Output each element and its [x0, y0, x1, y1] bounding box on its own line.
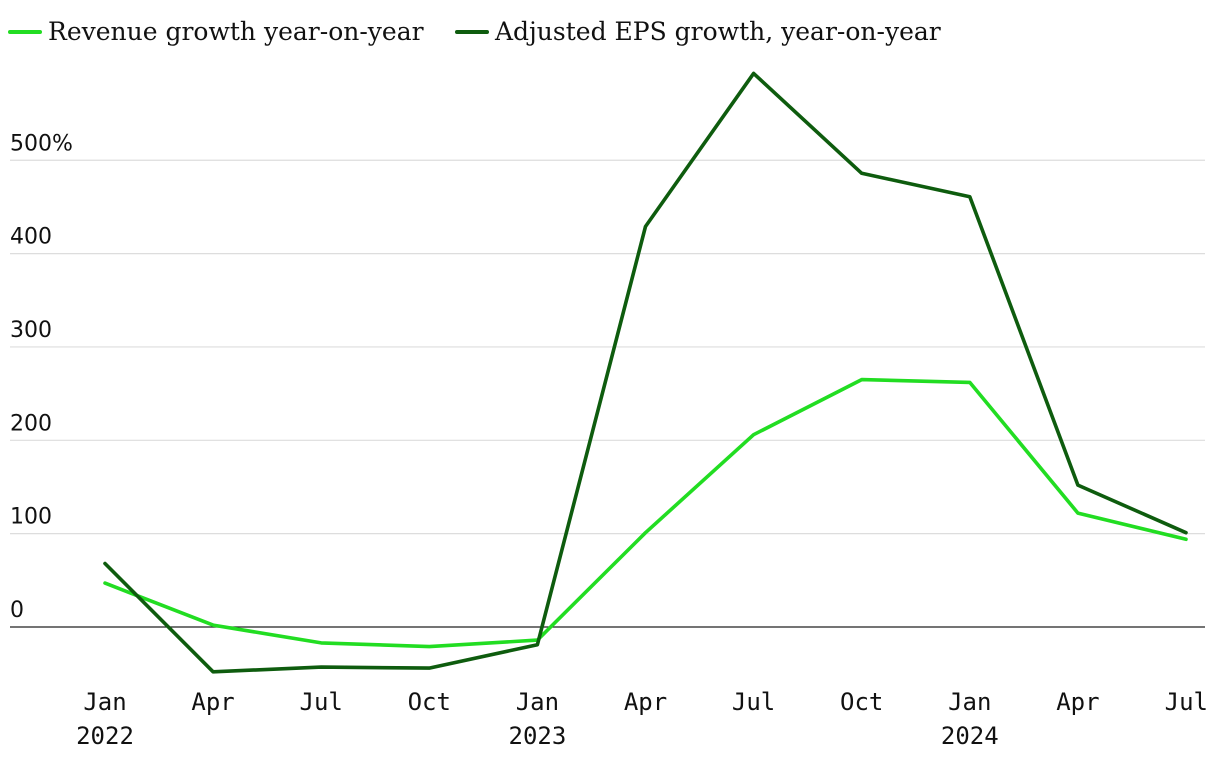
x-tick-label: Jan: [516, 688, 559, 716]
y-tick-label: 400: [10, 225, 52, 250]
gridlines: [10, 159, 1205, 628]
legend-label: Adjusted EPS growth, year-on-year: [494, 17, 941, 46]
series-line-1: [103, 71, 1188, 674]
x-tick-label: Jul: [300, 688, 343, 716]
series-lines: [103, 71, 1188, 674]
x-tick-label: Jan: [83, 688, 126, 716]
x-tick-label: Jul: [732, 688, 775, 716]
x-tick-label: Jan: [948, 688, 991, 716]
series-line-0: [103, 377, 1188, 649]
y-tick-label: 100: [10, 505, 52, 530]
x-tick-year-label: 2024: [941, 722, 999, 750]
x-tick-label: Oct: [840, 688, 883, 716]
y-tick-label: 300: [10, 318, 52, 343]
x-tick-year-label: 2022: [76, 722, 134, 750]
y-tick-label: 0: [10, 598, 24, 623]
x-tick-label: Jul: [1165, 688, 1208, 716]
y-tick-label: 500%: [10, 131, 73, 156]
x-tick-label: Apr: [1056, 688, 1099, 716]
x-tick-year-label: 2023: [509, 722, 567, 750]
y-tick-label: 200: [10, 411, 52, 436]
x-axis-tick-labels: Jan 2022 Apr Jul Oct Jan 2023 Apr Jul Oct Jan 2024 A…: [76, 688, 1208, 750]
y-axis-tick-labels: 0 100 200 300 400 500%: [10, 131, 73, 623]
legend-label: Revenue growth year-on-year: [48, 17, 424, 46]
x-tick-label: Apr: [624, 688, 667, 716]
x-tick-label: Apr: [191, 688, 234, 716]
legend: Revenue growth year-on-year Adjusted EPS …: [8, 17, 941, 46]
x-tick-label: Oct: [408, 688, 451, 716]
